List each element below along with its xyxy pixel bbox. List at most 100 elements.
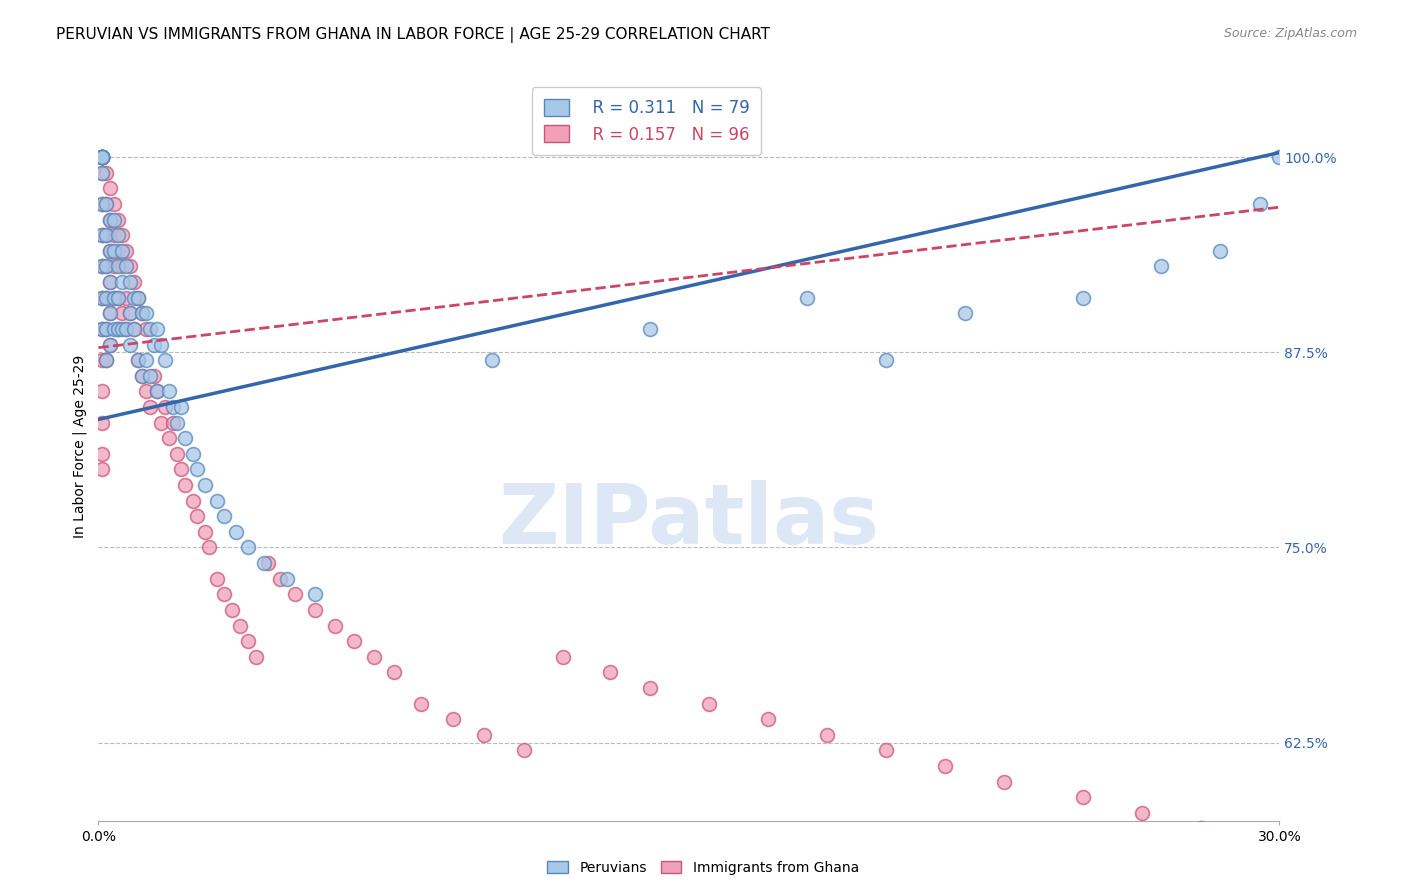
Point: [638, 681, 661, 695]
Point: [197, 541, 219, 555]
Point: [162, 416, 184, 430]
Point: [91, 228, 114, 243]
Point: [131, 368, 153, 383]
Point: [118, 306, 141, 320]
Point: [174, 478, 197, 492]
Point: [98, 306, 121, 320]
Point: [103, 322, 125, 336]
Point: [284, 587, 307, 601]
Point: [107, 212, 129, 227]
Point: [1130, 805, 1153, 820]
Point: [111, 306, 134, 320]
Point: [186, 509, 208, 524]
Point: [269, 572, 291, 586]
Text: PERUVIAN VS IMMIGRANTS FROM GHANA IN LABOR FORCE | AGE 25-29 CORRELATION CHART: PERUVIAN VS IMMIGRANTS FROM GHANA IN LAB…: [56, 27, 770, 43]
Point: [91, 322, 114, 336]
Point: [157, 431, 180, 445]
Point: [343, 634, 366, 648]
Point: [304, 603, 326, 617]
Point: [91, 291, 114, 305]
Point: [91, 150, 114, 164]
Point: [157, 384, 180, 399]
Point: [131, 368, 153, 383]
Point: [875, 353, 897, 368]
Point: [107, 322, 129, 336]
Point: [253, 556, 276, 570]
Point: [225, 524, 247, 539]
Point: [131, 306, 153, 320]
Point: [815, 728, 838, 742]
Point: [91, 462, 114, 476]
Point: [91, 260, 114, 274]
Point: [107, 228, 129, 243]
Point: [1268, 150, 1291, 164]
Point: [135, 306, 157, 320]
Point: [214, 587, 236, 601]
Point: [382, 665, 405, 680]
Point: [142, 337, 165, 351]
Point: [122, 291, 145, 305]
Point: [111, 275, 134, 289]
Point: [91, 150, 114, 164]
Point: [146, 384, 169, 399]
Point: [91, 150, 114, 164]
Point: [150, 416, 173, 430]
Point: [103, 260, 125, 274]
Point: [107, 322, 129, 336]
Point: [91, 384, 114, 399]
Point: [256, 556, 278, 570]
Point: [91, 166, 114, 180]
Point: [96, 228, 118, 243]
Point: [91, 150, 114, 164]
Point: [150, 337, 173, 351]
Point: [98, 275, 121, 289]
Point: [96, 228, 118, 243]
Point: [1071, 790, 1094, 805]
Point: [115, 322, 138, 336]
Point: [118, 337, 141, 351]
Point: [551, 649, 574, 664]
Point: [122, 275, 145, 289]
Point: [98, 212, 121, 227]
Y-axis label: In Labor Force | Age 25-29: In Labor Force | Age 25-29: [73, 354, 87, 538]
Point: [194, 524, 217, 539]
Point: [953, 306, 976, 320]
Point: [107, 291, 129, 305]
Point: [98, 181, 121, 195]
Point: [98, 337, 121, 351]
Point: [323, 618, 346, 632]
Point: [1071, 291, 1094, 305]
Point: [127, 353, 149, 368]
Text: ZIPatlas: ZIPatlas: [499, 481, 879, 561]
Point: [98, 306, 121, 320]
Point: [96, 291, 118, 305]
Point: [103, 228, 125, 243]
Legend:   R = 0.311   N = 79,   R = 0.157   N = 96: R = 0.311 N = 79, R = 0.157 N = 96: [531, 87, 761, 155]
Point: [103, 244, 125, 258]
Point: [138, 368, 160, 383]
Point: [96, 353, 118, 368]
Point: [1189, 822, 1212, 836]
Point: [166, 447, 188, 461]
Point: [91, 197, 114, 211]
Point: [236, 541, 259, 555]
Point: [115, 260, 138, 274]
Point: [91, 416, 114, 430]
Point: [135, 384, 157, 399]
Point: [118, 275, 141, 289]
Legend: Peruvians, Immigrants from Ghana: Peruvians, Immigrants from Ghana: [541, 855, 865, 880]
Point: [96, 291, 118, 305]
Point: [236, 634, 259, 648]
Point: [115, 291, 138, 305]
Point: [276, 572, 298, 586]
Point: [174, 431, 197, 445]
Point: [993, 774, 1015, 789]
Point: [221, 603, 243, 617]
Point: [122, 322, 145, 336]
Point: [91, 150, 114, 164]
Point: [127, 291, 149, 305]
Point: [181, 447, 204, 461]
Point: [103, 212, 125, 227]
Point: [166, 416, 188, 430]
Point: [934, 759, 956, 773]
